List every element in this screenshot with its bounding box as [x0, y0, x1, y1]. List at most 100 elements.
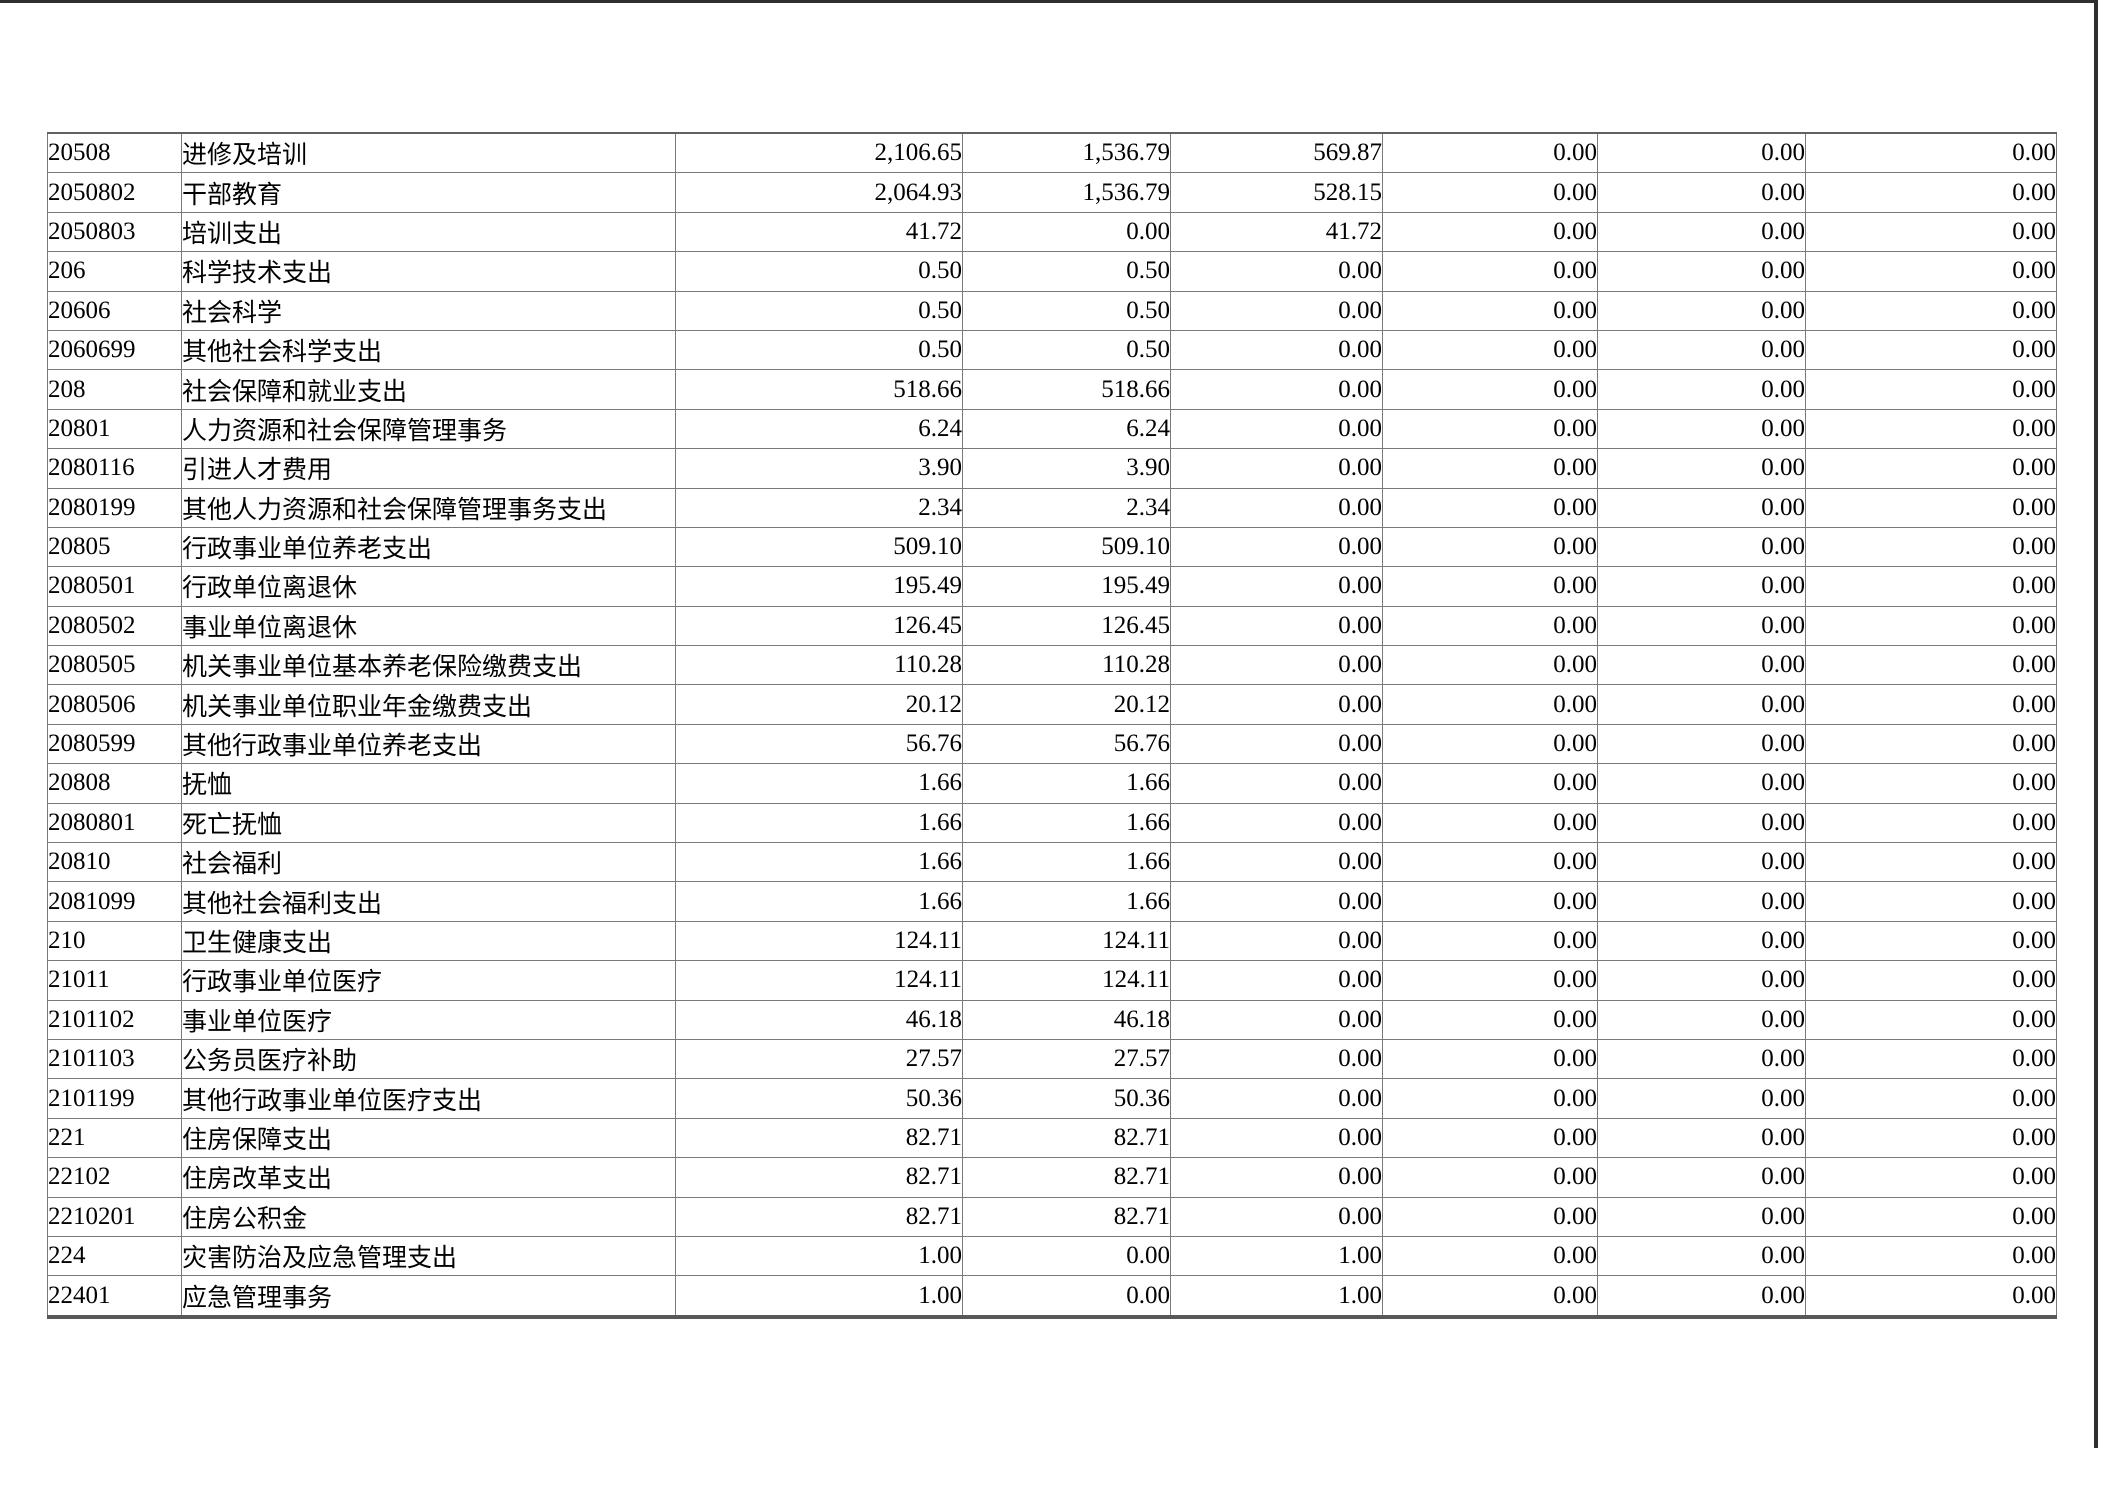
value-cell: 0.50 — [962, 251, 1171, 292]
code-cell: 20808 — [47, 763, 182, 804]
code-cell: 20801 — [47, 408, 182, 450]
value-cell: 82.71 — [962, 1157, 1171, 1198]
value-cell: 1.00 — [1170, 1235, 1383, 1277]
value-cell: 124.11 — [675, 960, 963, 1001]
value-cell: 0.00 — [1597, 251, 1806, 292]
value-cell: 0.00 — [962, 1235, 1171, 1277]
table-row: 20810 社会福利 1.66 1.66 0.00 0.00 0.00 0.00 — [47, 842, 2057, 883]
table-row: 206 科学技术支出 0.50 0.50 0.00 0.00 0.00 0.00 — [47, 251, 2057, 292]
item-name-cell: 应急管理事务 — [181, 1275, 676, 1318]
table-row: 20801 人力资源和社会保障管理事务 6.24 6.24 0.00 0.00 0.00 0.… — [47, 408, 2057, 450]
value-cell: 0.00 — [1170, 290, 1383, 331]
value-cell: 0.00 — [1597, 802, 1806, 844]
value-cell: 1.66 — [962, 842, 1171, 883]
value-cell: 0.00 — [1170, 763, 1383, 804]
value-cell: 56.76 — [962, 723, 1171, 765]
value-cell: 1.66 — [675, 881, 963, 922]
value-cell: 0.00 — [1170, 1157, 1383, 1198]
value-cell: 0.00 — [1382, 645, 1598, 686]
value-cell: 0.00 — [1382, 842, 1598, 883]
table-row: 2081099 其他社会福利支出 1.66 1.66 0.00 0.00 0.00 0.00 — [47, 881, 2057, 922]
value-cell: 50.36 — [962, 1078, 1171, 1119]
item-name-cell: 机关事业单位职业年金缴费支出 — [181, 684, 676, 725]
value-cell: 82.71 — [675, 1196, 963, 1237]
value-cell: 0.00 — [1382, 684, 1598, 725]
value-cell: 0.00 — [1170, 960, 1383, 1001]
value-cell: 0.00 — [1805, 1196, 2057, 1237]
value-cell: 0.00 — [1170, 251, 1383, 292]
item-name-cell: 社会科学 — [181, 290, 676, 331]
value-cell: 0.00 — [1597, 369, 1806, 410]
value-cell: 0.00 — [1170, 645, 1383, 686]
item-name-cell: 卫生健康支出 — [181, 920, 676, 962]
value-cell: 46.18 — [675, 999, 963, 1040]
value-cell: 0.50 — [962, 290, 1171, 331]
item-name-cell: 社会保障和就业支出 — [181, 369, 676, 410]
code-cell: 2080116 — [47, 448, 182, 489]
value-cell: 0.00 — [1382, 1157, 1598, 1198]
value-cell: 0.00 — [1805, 645, 2057, 686]
value-cell: 3.90 — [962, 448, 1171, 489]
value-cell: 0.00 — [1170, 329, 1383, 371]
value-cell: 0.00 — [1170, 802, 1383, 844]
value-cell: 1.66 — [675, 842, 963, 883]
value-cell: 0.00 — [1597, 132, 1806, 174]
value-cell: 6.24 — [962, 408, 1171, 450]
value-cell: 0.00 — [1382, 920, 1598, 962]
item-name-cell: 住房公积金 — [181, 1196, 676, 1237]
table-row: 2080502 事业单位离退休 126.45 126.45 0.00 0.00 0.00 0.… — [47, 605, 2057, 647]
table-row: 2080116 引进人才费用 3.90 3.90 0.00 0.00 0.00 0.00 — [47, 448, 2057, 489]
value-cell: 0.00 — [1597, 1078, 1806, 1119]
value-cell: 0.00 — [1597, 920, 1806, 962]
value-cell: 0.00 — [1597, 566, 1806, 607]
value-cell: 0.00 — [1382, 1038, 1598, 1080]
value-cell: 0.00 — [1805, 920, 2057, 962]
value-cell: 3.90 — [675, 448, 963, 489]
table-row: 2101103 公务员医疗补助 27.57 27.57 0.00 0.00 0.00 0.00 — [47, 1038, 2057, 1080]
value-cell: 1.66 — [962, 802, 1171, 844]
table-row: 20805 行政事业单位养老支出 509.10 509.10 0.00 0.00 0.00 0… — [47, 526, 2057, 568]
value-cell: 0.00 — [1382, 763, 1598, 804]
value-cell: 0.00 — [1382, 566, 1598, 607]
code-cell: 20805 — [47, 526, 182, 568]
value-cell: 0.00 — [1805, 1038, 2057, 1080]
value-cell: 509.10 — [675, 526, 963, 568]
value-cell: 2,106.65 — [675, 132, 963, 174]
value-cell: 0.00 — [1382, 172, 1598, 213]
value-cell: 2.34 — [962, 487, 1171, 528]
value-cell: 0.00 — [1805, 1117, 2057, 1159]
value-cell: 6.24 — [675, 408, 963, 450]
value-cell: 0.00 — [1805, 132, 2057, 174]
value-cell: 0.00 — [1805, 763, 2057, 804]
value-cell: 0.00 — [1382, 881, 1598, 922]
budget-table-body: 20508 进修及培训 2,106.65 1,536.79 569.87 0.00 0.00… — [47, 132, 2057, 1318]
code-cell: 221 — [47, 1117, 182, 1159]
value-cell: 126.45 — [675, 605, 963, 647]
value-cell: 0.00 — [1597, 1196, 1806, 1237]
value-cell: 528.15 — [1170, 172, 1383, 213]
table-row: 22401 应急管理事务 1.00 0.00 1.00 0.00 0.00 0.00 — [47, 1275, 2057, 1318]
value-cell: 0.00 — [1382, 526, 1598, 568]
value-cell: 0.00 — [1597, 408, 1806, 450]
item-name-cell: 死亡抚恤 — [181, 802, 676, 844]
value-cell: 0.00 — [1382, 960, 1598, 1001]
code-cell: 2060699 — [47, 329, 182, 371]
item-name-cell: 社会福利 — [181, 842, 676, 883]
value-cell: 1.66 — [962, 763, 1171, 804]
code-cell: 210 — [47, 920, 182, 962]
table-row: 2101102 事业单位医疗 46.18 46.18 0.00 0.00 0.00 0.00 — [47, 999, 2057, 1040]
value-cell: 0.00 — [1170, 999, 1383, 1040]
value-cell: 0.00 — [1805, 329, 2057, 371]
code-cell: 2101102 — [47, 999, 182, 1040]
item-name-cell: 人力资源和社会保障管理事务 — [181, 408, 676, 450]
value-cell: 0.00 — [1170, 526, 1383, 568]
value-cell: 41.72 — [675, 211, 963, 253]
item-name-cell: 其他人力资源和社会保障管理事务支出 — [181, 487, 676, 528]
value-cell: 0.00 — [1597, 329, 1806, 371]
table-row: 20606 社会科学 0.50 0.50 0.00 0.00 0.00 0.00 — [47, 290, 2057, 331]
value-cell: 0.00 — [1805, 605, 2057, 647]
table-row: 20508 进修及培训 2,106.65 1,536.79 569.87 0.00 0.00… — [47, 132, 2057, 174]
code-cell: 2081099 — [47, 881, 182, 922]
value-cell: 0.00 — [1805, 448, 2057, 489]
value-cell: 0.00 — [1170, 920, 1383, 962]
